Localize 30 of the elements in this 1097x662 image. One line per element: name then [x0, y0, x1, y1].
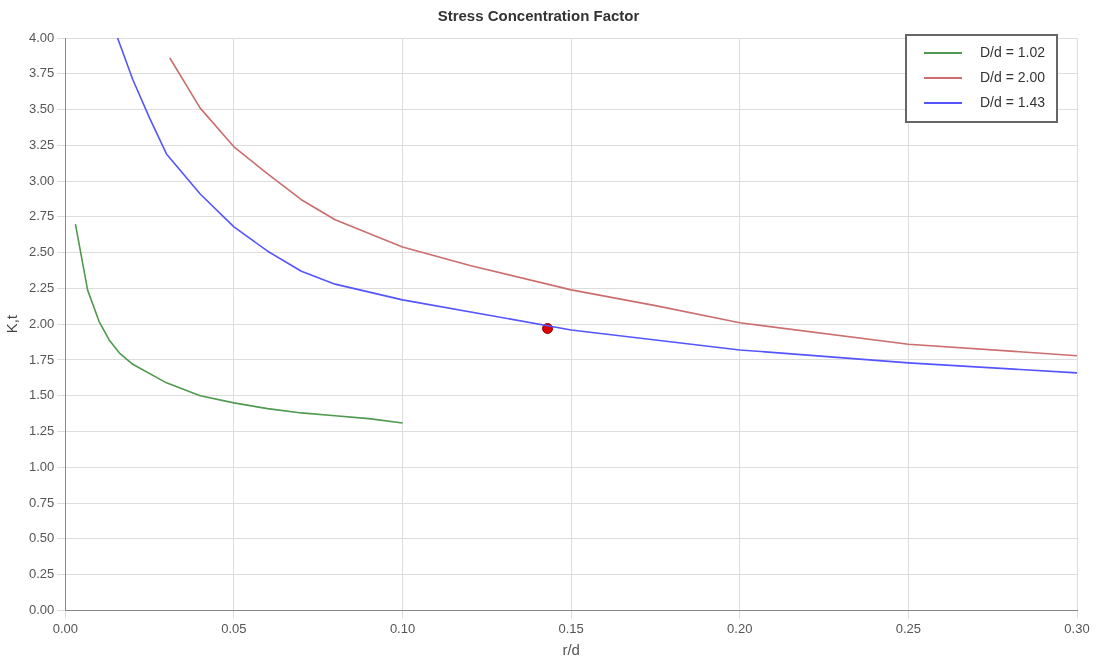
x-tick-label: 0.00 [52, 620, 78, 636]
x-tick-label: 0.20 [727, 620, 753, 636]
x-tick-label: 0.10 [389, 620, 416, 636]
x-tick-label: 0.25 [895, 620, 922, 636]
y-tick-label: 4.00 [28, 29, 55, 45]
y-tick-label: 0.00 [28, 601, 55, 617]
x-tick-label: 0.30 [1064, 620, 1090, 636]
y-tick-label: 3.25 [28, 136, 55, 152]
legend-label: D/d = 1.43 [980, 93, 1046, 110]
legend-label: D/d = 2.00 [980, 68, 1046, 85]
y-tick-label: 2.00 [28, 315, 55, 331]
legend-label: D/d = 1.02 [980, 43, 1046, 60]
y-tick-label: 2.50 [28, 244, 55, 260]
y-tick-label: 0.25 [28, 566, 55, 582]
y-axis-title: K,t [3, 314, 21, 334]
y-tick-label: 3.75 [28, 65, 55, 81]
y-tick-label: 2.25 [28, 280, 55, 295]
x-tick-label: 0.05 [221, 620, 247, 636]
y-tick-label: 1.75 [28, 351, 55, 367]
y-tick-label: 1.50 [28, 387, 55, 403]
chart-title: Stress Concentration Factor [437, 7, 640, 25]
x-axis-title: r/d [562, 641, 580, 659]
y-tick-label: 3.50 [28, 101, 55, 117]
y-tick-label: 2.75 [28, 208, 55, 224]
y-tick-label: 0.50 [28, 530, 55, 546]
y-tick-label: 1.00 [28, 458, 55, 474]
y-tick-label: 3.00 [28, 172, 55, 188]
x-tick-label: 0.15 [558, 620, 584, 636]
y-tick-label: 0.75 [28, 494, 55, 510]
y-tick-label: 1.25 [28, 423, 55, 439]
